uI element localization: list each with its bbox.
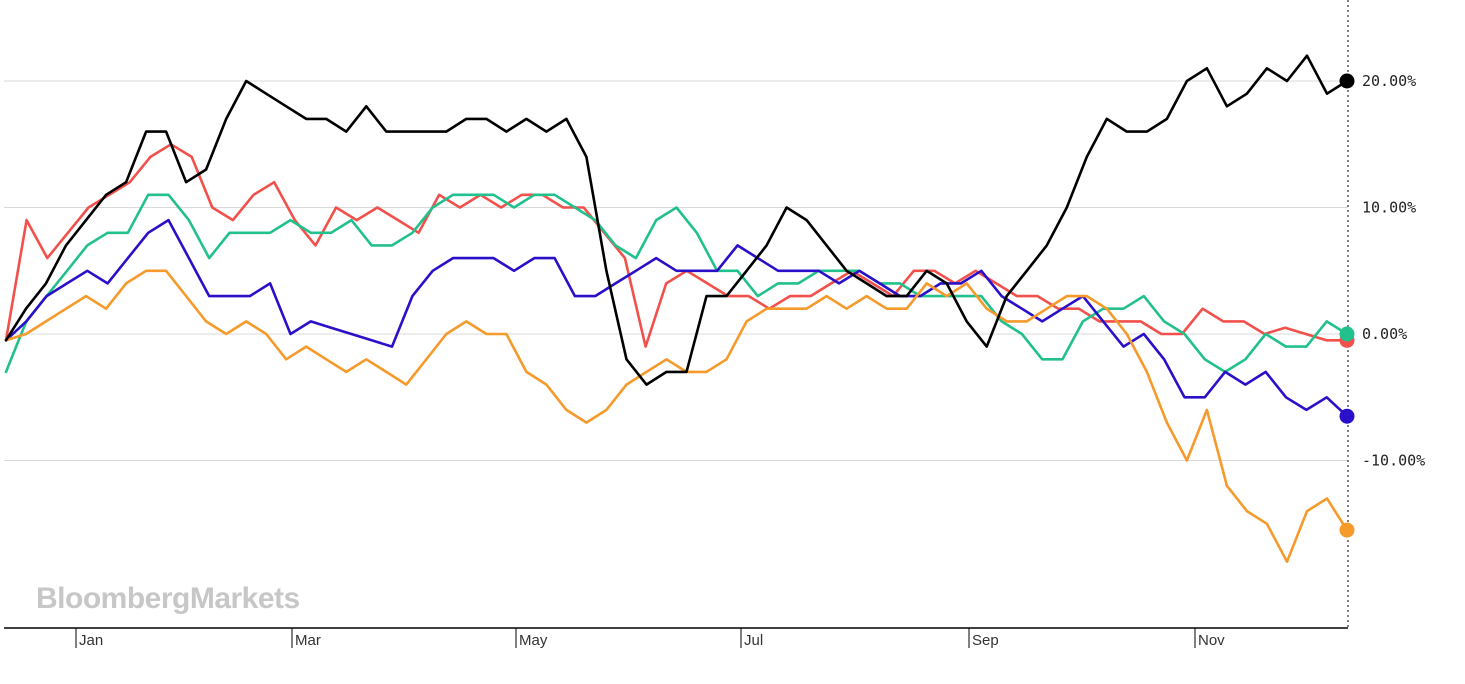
series-end-marker-4 bbox=[1339, 73, 1355, 89]
y-tick-label: 10.00% bbox=[1362, 199, 1416, 217]
y-tick-label: 20.00% bbox=[1362, 72, 1416, 90]
series-end-marker-2 bbox=[1339, 408, 1355, 424]
y-axis-ticks: 20.00% 10.00% 0.00% -10.00% bbox=[1362, 72, 1425, 470]
series-line-2 bbox=[4, 218, 1349, 418]
x-axis-ticks: Jan Mar May Jul Sep Nov bbox=[75, 628, 1225, 649]
series-end-marker-1 bbox=[1339, 326, 1355, 342]
x-tick-label: Nov bbox=[1198, 632, 1225, 649]
end-markers bbox=[1339, 73, 1355, 538]
x-tick-label: May bbox=[519, 632, 548, 649]
y-tick-label: -10.00% bbox=[1362, 452, 1425, 470]
series-line-3 bbox=[4, 269, 1349, 563]
series-line-0 bbox=[4, 143, 1349, 348]
y-tick-label: 0.00% bbox=[1362, 325, 1407, 343]
series-end-marker-3 bbox=[1339, 522, 1355, 538]
bloomberg-markets-watermark: BloombergMarkets bbox=[36, 582, 300, 615]
series-lines bbox=[4, 54, 1349, 563]
x-tick-label: Jul bbox=[744, 632, 763, 649]
x-tick-label: Jan bbox=[79, 632, 103, 649]
x-tick-label: Sep bbox=[972, 632, 999, 649]
series-line-4 bbox=[4, 54, 1349, 386]
x-tick-label: Mar bbox=[295, 632, 321, 649]
series-line-1 bbox=[4, 193, 1349, 374]
